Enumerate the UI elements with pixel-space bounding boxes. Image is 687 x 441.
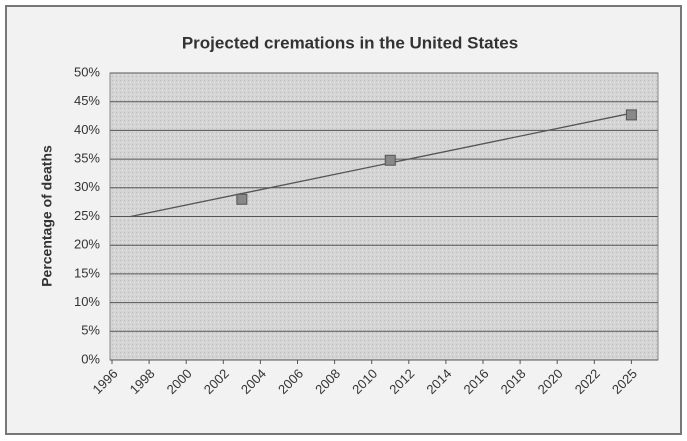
y-tick-label: 5%	[81, 323, 100, 338]
trendline	[130, 112, 632, 218]
y-tick-label: 35%	[74, 151, 100, 166]
marker	[384, 154, 396, 166]
chart-title: Projected cremations in the United State…	[182, 33, 518, 52]
y-tick-label: 20%	[74, 237, 100, 252]
marker	[625, 109, 637, 121]
y-tick-label: 15%	[74, 265, 100, 280]
y-tick-label: 40%	[74, 122, 100, 137]
y-tick-label: 45%	[74, 93, 100, 108]
marker	[236, 193, 248, 205]
y-tick-label: 0%	[81, 351, 100, 366]
y-tick-label: 50%	[74, 64, 100, 79]
y-tick-label: 25%	[74, 208, 100, 223]
y-tick-label: 10%	[74, 294, 100, 309]
y-tick-label: 30%	[74, 179, 100, 194]
y-axis-label: Percentage of deaths	[39, 145, 55, 287]
